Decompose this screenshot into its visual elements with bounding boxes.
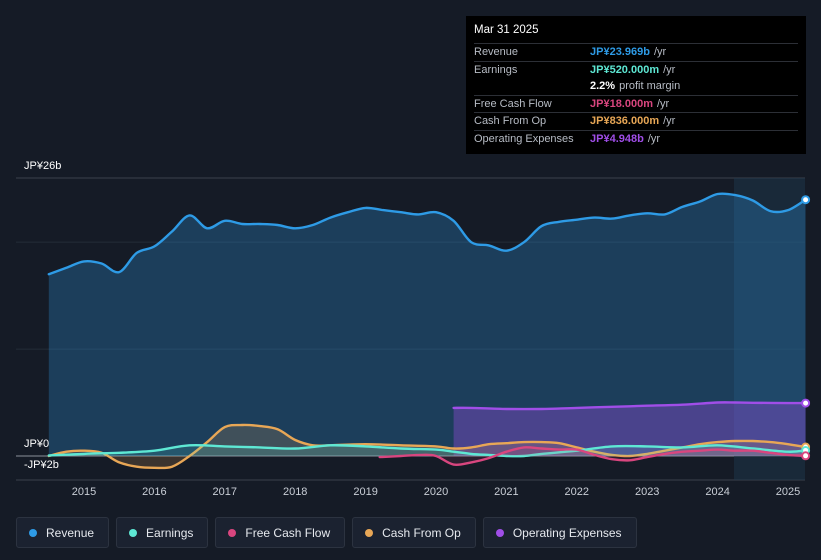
tooltip-date: Mar 31 2025 — [474, 24, 539, 36]
x-tick-label: 2022 — [565, 486, 589, 498]
tooltip-value: JP¥836.000m — [590, 115, 660, 128]
legend-item-revenue[interactable]: Revenue — [16, 517, 110, 548]
tooltip-row-cash-from-op: Cash From Op JP¥836.000m /yr — [474, 112, 798, 130]
tooltip-row-earnings: Earnings JP¥520.000m /yr — [474, 60, 798, 79]
data-tooltip: Mar 31 2025 Revenue JP¥23.969b /yr Earni… — [466, 16, 806, 154]
tooltip-label: Earnings — [474, 63, 518, 76]
tooltip-value: JP¥520.000m — [590, 63, 660, 76]
tooltip-value: JP¥18.000m — [590, 97, 653, 110]
tooltip-row-revenue: Revenue JP¥23.969b /yr — [474, 43, 798, 61]
legend-label: Operating Expenses — [512, 525, 622, 540]
series-layer — [47, 192, 811, 470]
legend-item-operating-expenses[interactable]: Operating Expenses — [482, 517, 637, 548]
y-axis-bottom-label: -JP¥2b — [24, 459, 59, 471]
tooltip-value: JP¥23.969b — [590, 46, 650, 59]
x-tick-label: 2020 — [424, 486, 448, 498]
legend-dot-icon — [495, 528, 504, 537]
tooltip-label: Revenue — [474, 46, 519, 59]
legend-dot-icon — [365, 528, 374, 537]
free-cash-flow-line — [378, 446, 807, 467]
tooltip-unit: /yr — [647, 132, 661, 145]
x-tick-label: 2021 — [494, 486, 518, 498]
legend-dot-icon — [228, 528, 237, 537]
legend-item-earnings[interactable]: Earnings — [116, 517, 209, 548]
x-tick-label: 2024 — [705, 486, 729, 498]
legend-dot-icon — [129, 528, 138, 537]
revenue-end-marker — [801, 195, 811, 205]
legend-label: Free Cash Flow — [245, 525, 331, 540]
tooltip-unit: profit margin — [619, 80, 681, 93]
x-tick-label: 2016 — [142, 486, 166, 498]
tooltip-label: Cash From Op — [474, 115, 547, 128]
tooltip-unit: /yr — [653, 46, 667, 59]
legend-label: Cash From Op — [382, 525, 461, 540]
x-tick-label: 2023 — [635, 486, 659, 498]
tooltip-value: JP¥4.948b — [590, 132, 644, 145]
legend-dot-icon — [29, 528, 37, 537]
operating-expenses-end-marker — [801, 398, 811, 408]
tooltip-label: Free Cash Flow — [474, 97, 552, 110]
x-tick-label: 2015 — [72, 486, 96, 498]
tooltip-unit: /yr — [663, 115, 676, 128]
x-tick-label: 2025 — [776, 486, 800, 498]
x-tick-label: 2017 — [213, 486, 237, 498]
tooltip-unit: /yr — [663, 63, 676, 76]
tooltip-row-profit-margin: 2.2% profit margin — [474, 78, 798, 95]
x-tick-label: 2018 — [283, 486, 307, 498]
free-cash-flow-end-marker — [801, 451, 811, 461]
operating-expenses-line — [452, 401, 807, 411]
legend-label: Earnings — [146, 525, 194, 540]
tooltip-label: Operating Expenses — [474, 132, 574, 145]
chart-legend: Revenue Earnings Free Cash Flow Cash Fro… — [16, 517, 637, 548]
y-axis-zero-label: JP¥0 — [24, 438, 50, 450]
forecast-shade — [734, 178, 805, 480]
x-tick-label: 2019 — [353, 486, 377, 498]
grid-lines — [16, 177, 805, 481]
legend-item-cash-from-op[interactable]: Cash From Op — [352, 517, 476, 548]
tooltip-value: 2.2% — [590, 80, 616, 93]
earnings-line — [47, 443, 807, 458]
revenue-area — [48, 193, 806, 456]
tooltip-unit: /yr — [657, 97, 670, 110]
legend-item-free-cash-flow[interactable]: Free Cash Flow — [215, 517, 346, 548]
tooltip-row-free-cash-flow: Free Cash Flow JP¥18.000m /yr — [474, 94, 798, 113]
tooltip-row-operating-expenses: Operating Expenses JP¥4.948b /yr — [474, 129, 798, 148]
revenue-line — [47, 192, 807, 276]
x-axis: 2015 2016 2017 2018 2019 2020 2021 2022 2023 2024… — [72, 486, 800, 498]
y-axis-top-label: JP¥26b — [24, 160, 62, 172]
legend-label: Revenue — [46, 525, 95, 540]
